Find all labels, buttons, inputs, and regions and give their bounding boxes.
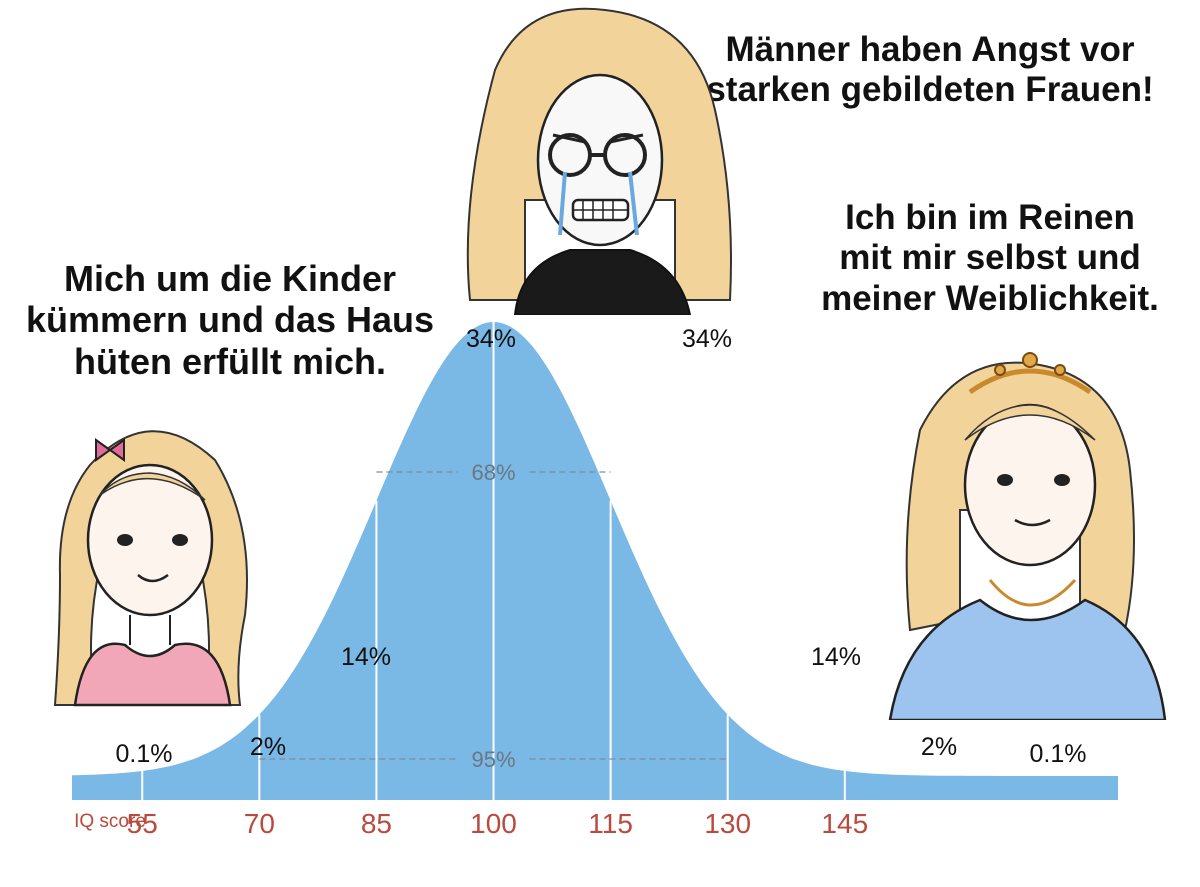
curve-layer [72,322,1118,800]
caption-top-line-1: Männer haben Angst vor [725,30,1135,69]
x-tick-label: 115 [588,808,633,839]
bell-curve-area [72,322,1118,800]
caption-top: Männer haben Angst vor starken gebildete… [660,30,1200,111]
band-label: 34% [682,325,732,353]
x-tick-label: 145 [821,808,868,839]
label-layer: 68% 95% 0.1% 2% 14% 34% 34% 14% 2% 0.1% 55 70 85 100 1… [74,325,1086,839]
band-label: 0.1% [116,740,173,768]
caption-right-line-3: meiner Weiblichkeit. [821,278,1159,318]
caption-left-line-1: Mich um die Kinder [63,258,397,299]
crying-woman-with-glasses-icon [466,7,732,315]
caption-right-line-1: Ich bin im Reinen [845,198,1135,237]
caption-left: Mich um die Kinder kümmern und das Haus … [20,258,440,382]
caption-right-line-2: mit mir selbst und [839,238,1141,278]
band-label: 14% [341,643,391,671]
band-label: 0.1% [1030,740,1087,768]
span-label: 95% [471,747,515,772]
caption-top-line-2: starken gebildeten Frauen! [706,70,1154,110]
band-label: 34% [466,325,516,353]
x-axis-label: IQ score [74,811,146,832]
caption-left-line-2: kümmern und das Haus [25,299,435,341]
x-tick-label: 100 [470,808,517,839]
x-tick-label: 55 [127,808,158,839]
caption-left-line-3: hüten erfüllt mich. [73,340,386,382]
band-label: 2% [250,733,286,761]
woman-with-tiara-icon [888,352,1167,720]
x-tick-label: 85 [361,808,392,839]
x-tick-label: 70 [244,808,275,839]
band-label: 2% [921,733,957,761]
band-label: 14% [811,643,861,671]
caption-right: Ich bin im Reinen mit mir selbst und mei… [790,198,1190,319]
x-tick-label: 130 [704,808,751,839]
span-label: 68% [471,460,515,485]
woman-with-pink-bow-icon [53,430,248,707]
